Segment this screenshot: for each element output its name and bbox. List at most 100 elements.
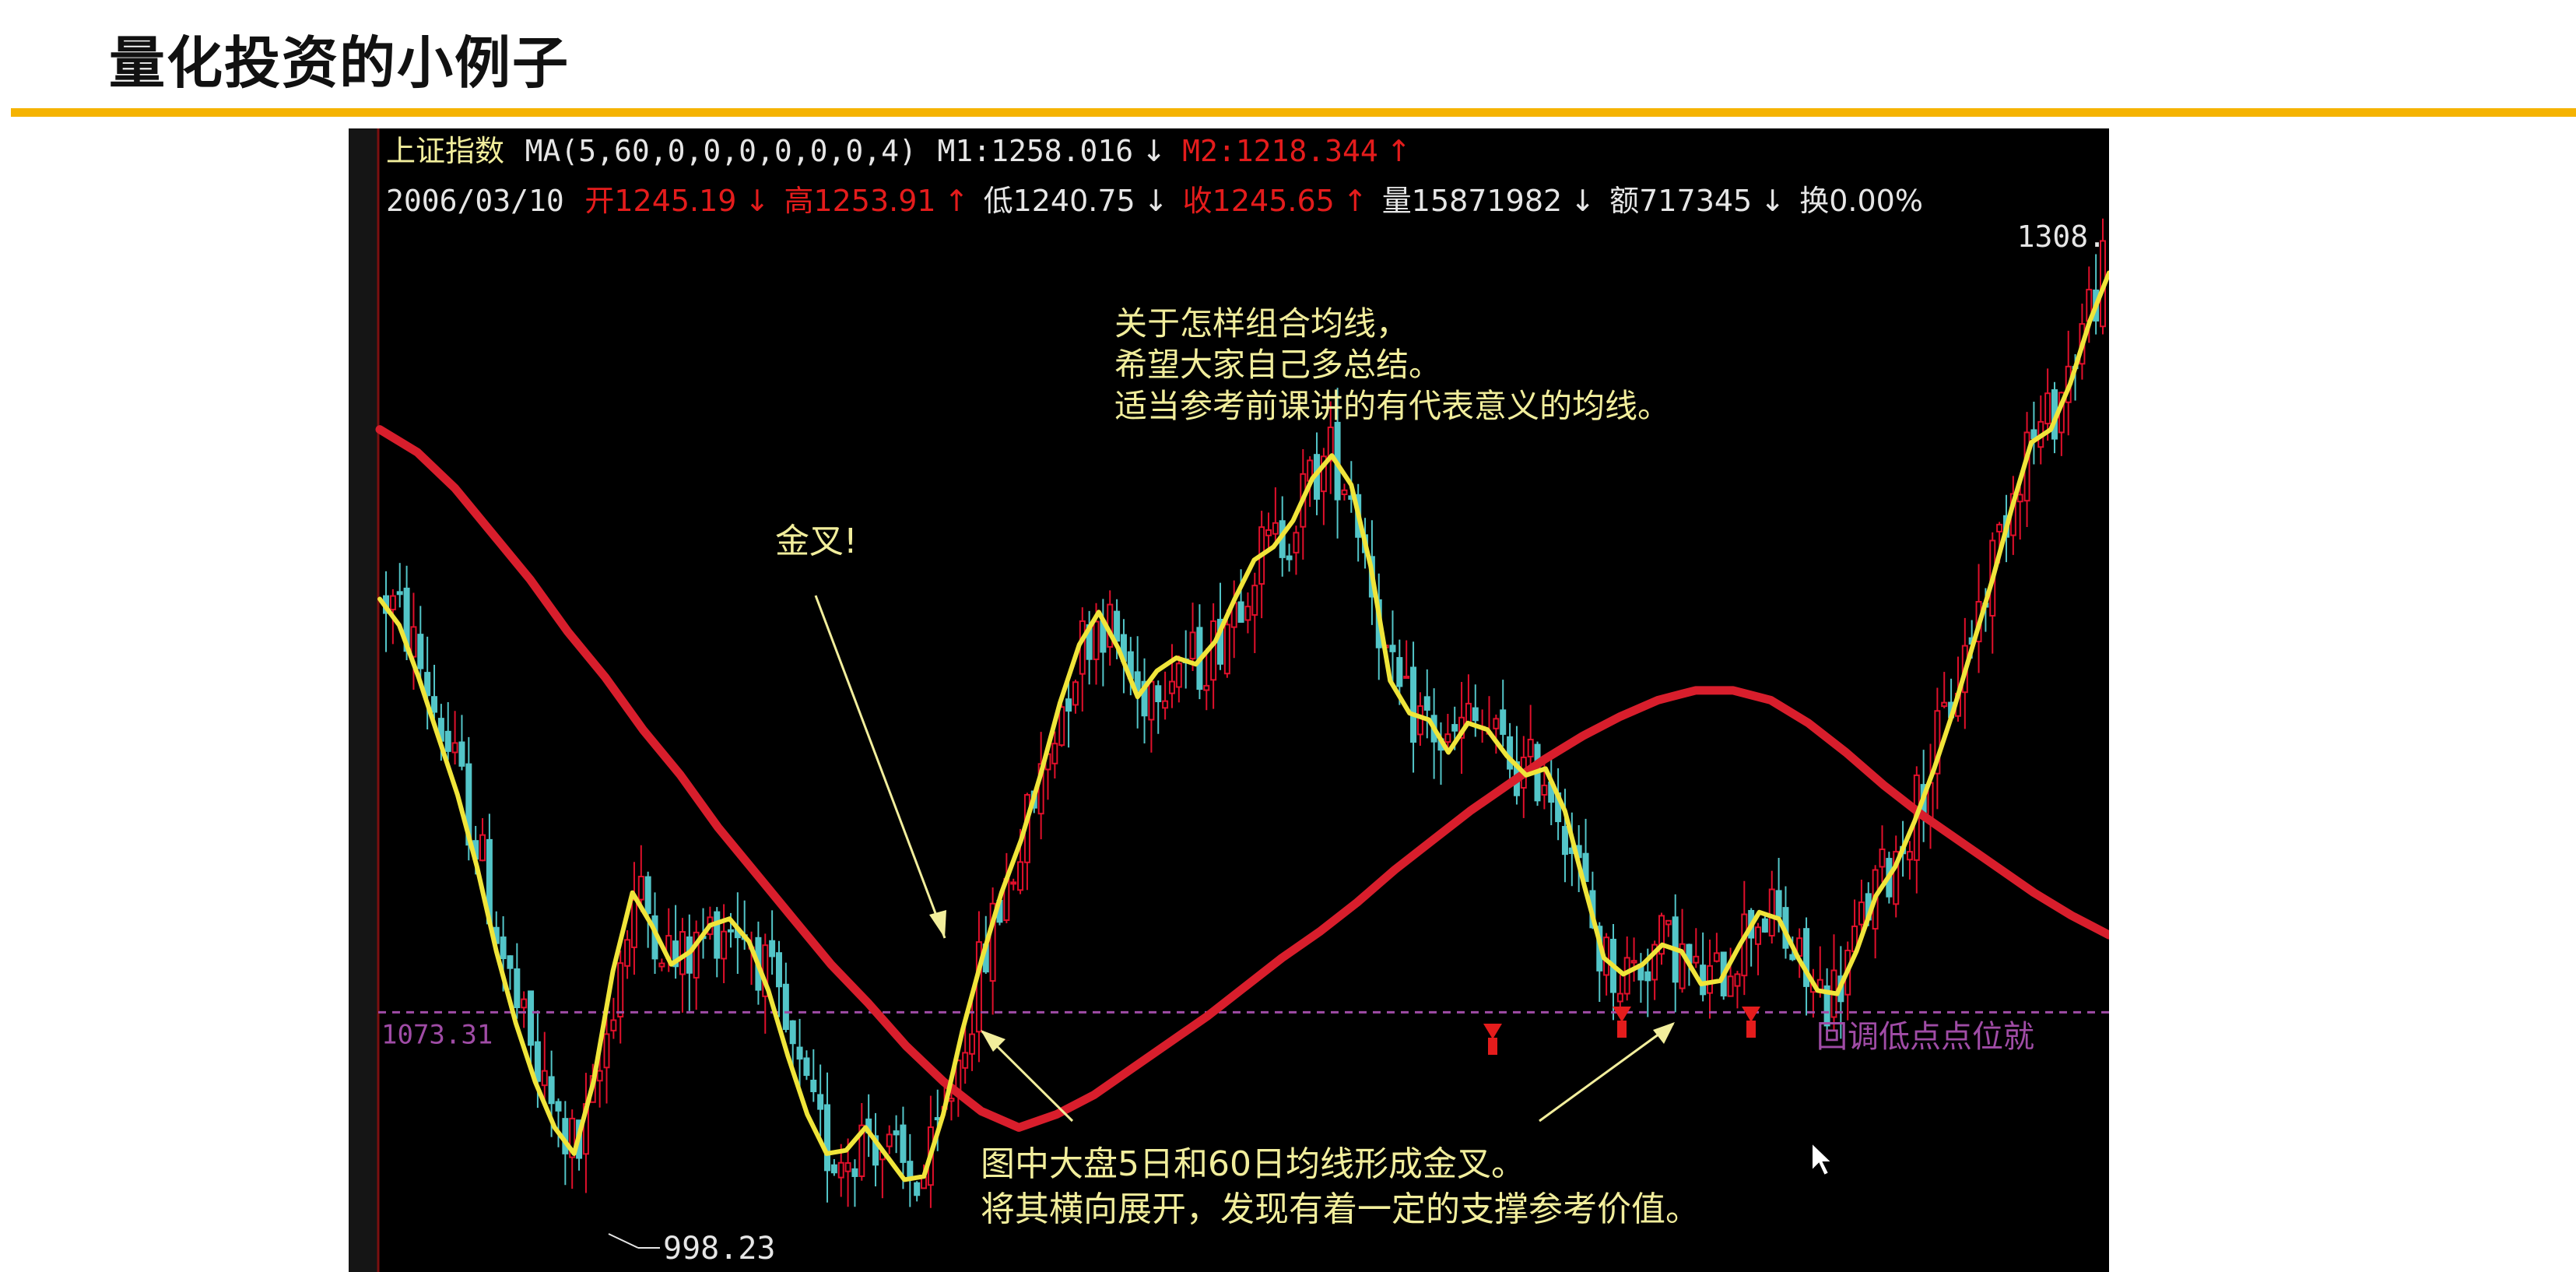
candle-body (2016, 494, 2023, 503)
candle-body (1155, 685, 1162, 703)
price-bottom-label: 998.23 (663, 1231, 776, 1267)
candle-body (1272, 522, 1279, 535)
bottom-note-line-2: 将其横向展开，发现有着一定的支撑参考价值。 (981, 1189, 1700, 1229)
title-accent-rule (11, 108, 2576, 117)
candle-body (1410, 666, 1417, 743)
low-value: 低1240.75 (984, 184, 1135, 218)
candle-body (1141, 680, 1148, 717)
candle-body (1072, 681, 1079, 706)
candle-body (1803, 928, 1810, 987)
candle-body (1168, 680, 1175, 694)
candle-body (521, 998, 528, 1009)
candle-body (1451, 724, 1458, 732)
bar-date: 2006/03/10 (386, 184, 564, 218)
candle-body (1700, 965, 1707, 996)
candle-body (934, 1117, 941, 1121)
candle-body (410, 626, 417, 658)
candle-body (1423, 696, 1430, 711)
candle-body (1775, 890, 1782, 918)
candle-body (2044, 392, 2051, 425)
candle-body (1265, 529, 1272, 536)
candle-body (1623, 957, 1630, 995)
candle-body (1768, 888, 1775, 936)
candle-body (1679, 943, 1686, 989)
candle-body (624, 939, 631, 967)
candle-body (830, 1164, 837, 1174)
candle-body (1658, 915, 1665, 955)
amount-value: 额717345 (1609, 184, 1752, 218)
candle-body (396, 591, 403, 596)
candle-body (1223, 624, 1230, 675)
candle-body (528, 990, 535, 1046)
candle-body (424, 672, 431, 697)
candle-body (837, 1161, 844, 1179)
candle-body (1416, 705, 1423, 736)
header-line-1: 上证指数 MA(5,60,0,0,0,0,0,0,4) M1:1258.016 … (386, 134, 1411, 168)
note-arrow-right-head (1653, 1022, 1675, 1044)
volume-arrow: ↓ (1571, 184, 1595, 218)
m2-arrow: ↑ (1386, 134, 1411, 168)
candle-body (1630, 960, 1637, 964)
candles-group (383, 218, 2106, 1208)
candle-body (962, 1052, 969, 1069)
candle-body (1879, 849, 1886, 868)
note-arrow-left-head (981, 1030, 1005, 1052)
candle-body (1017, 861, 1024, 891)
buy-marker-1 (1483, 1024, 1502, 1055)
candle-body (796, 1046, 803, 1060)
left-axis-strip (349, 128, 378, 1272)
candle-body (824, 1104, 831, 1172)
ma-spec: MA(5,60,0,0,0,0,0,0,4) (525, 134, 917, 168)
candle-body (989, 902, 996, 982)
candle-body (1216, 618, 1223, 665)
candle-body (1444, 733, 1451, 743)
candle-body (1175, 662, 1182, 688)
candle-body (541, 1070, 548, 1087)
amount-arrow: ↓ (1760, 184, 1785, 218)
candle-body (1693, 955, 1700, 964)
close-value: 收1245.65 (1183, 184, 1335, 218)
candle-body (1389, 645, 1396, 652)
ma5-line (377, 270, 2109, 1182)
candle-body (1396, 657, 1403, 687)
ma60-line (375, 425, 2109, 1132)
candle-body (1644, 971, 1651, 982)
candle-body (1541, 784, 1548, 796)
candle-body (1093, 620, 1100, 660)
candle-body (1527, 739, 1534, 757)
candle-body (658, 962, 665, 968)
candle-body (603, 1033, 610, 1069)
candle-body (431, 696, 438, 713)
candle-body (1114, 610, 1121, 642)
candle-body (1010, 881, 1017, 885)
candle-body (769, 940, 776, 958)
candle-body (1148, 680, 1155, 721)
top-note-line-1: 关于怎样组合均线， (1114, 304, 1409, 343)
candle-body (555, 1101, 562, 1112)
m1-value: M1:1258.016 (937, 134, 1133, 168)
m1-arrow: ↓ (1142, 134, 1167, 168)
candle-body (844, 1161, 851, 1172)
candle-body (803, 1057, 810, 1077)
top-note-line-2: 希望大家自己多总结。 (1114, 346, 1441, 384)
candle-body (630, 899, 637, 948)
candle-body (893, 1130, 900, 1136)
buy-marker-3 (1742, 1007, 1760, 1038)
candle-body (948, 1098, 955, 1102)
candle-body (1858, 901, 1865, 926)
candle-body (1893, 851, 1900, 905)
candle-body (1734, 973, 1741, 987)
candle-body (479, 834, 486, 862)
candle-body (596, 1070, 603, 1082)
candle-body (714, 911, 721, 959)
note-arrow-right-line (1539, 1022, 1674, 1123)
buy-marker-2 (1613, 1007, 1631, 1038)
volume-value: 量15871982 (1382, 184, 1562, 218)
candle-body (514, 968, 521, 1009)
candle-body (1755, 926, 1762, 945)
open-arrow: ↓ (745, 184, 770, 218)
candle-body (1244, 606, 1251, 621)
header-line-2: 2006/03/10 开1245.19 ↓ 高1253.91 ↑ 低1240.7… (386, 184, 1923, 218)
candle-body (1210, 620, 1217, 681)
candle-body (672, 940, 679, 968)
